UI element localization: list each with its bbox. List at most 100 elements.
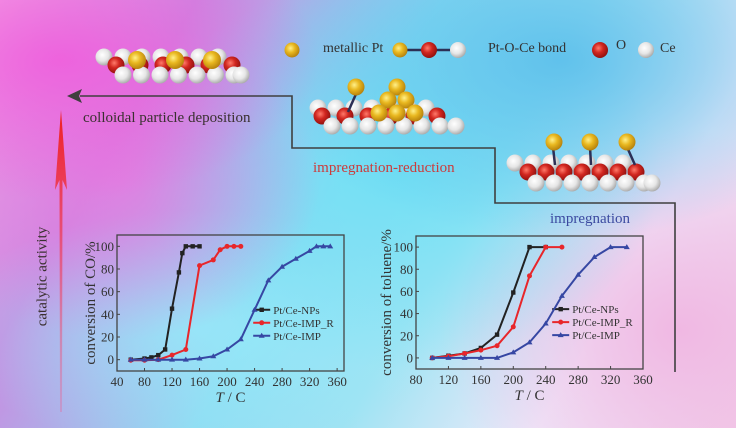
legend-marker [258, 332, 265, 338]
platinum-atom [370, 104, 388, 122]
route-arrowhead [67, 89, 82, 103]
cerium-atom [232, 66, 250, 84]
legend-bond-label: Pt-O-Ce bond [488, 41, 567, 56]
data-point [210, 353, 217, 359]
data-point [429, 354, 436, 360]
x-tick-label: 280 [568, 372, 588, 387]
cerium-atom [638, 42, 654, 58]
catalytic-activity-arrow [55, 110, 67, 412]
data-point [217, 247, 223, 253]
data-point [494, 332, 500, 337]
x-tick-label: 240 [245, 374, 265, 389]
platinum-atom [166, 51, 184, 69]
x-tick-label: 200 [217, 374, 237, 389]
data-point [190, 244, 195, 249]
y-tick-label: 0 [407, 350, 414, 365]
y-axis-label: conversion of CO/% [83, 241, 99, 364]
cerium-atom [114, 66, 132, 84]
legend-label: Pt/Ce-IMP [273, 331, 321, 343]
data-point [183, 346, 189, 352]
data-point [607, 244, 614, 250]
y-tick-label: 100 [95, 239, 115, 254]
y-tick-label: 40 [400, 306, 413, 321]
cerium-atom [377, 117, 395, 135]
x-tick-label: 240 [536, 372, 556, 387]
legend-marker [259, 320, 265, 326]
data-point [313, 243, 320, 249]
x-tick-label: 280 [272, 374, 292, 389]
platinum-atom [388, 78, 406, 96]
y-tick-label: 0 [108, 352, 115, 367]
data-point [155, 356, 162, 362]
y-tick-label: 40 [101, 307, 114, 322]
cerium-atom [643, 174, 661, 192]
impregnation-reduction-label: impregnation-reduction [313, 160, 455, 176]
cerium-atom [431, 117, 449, 135]
series-line-pt-ce-imp-r [432, 246, 562, 359]
data-point [511, 290, 516, 295]
oxygen-atom [421, 42, 437, 58]
x-tick-label: 360 [633, 372, 653, 387]
cerium-atom [545, 174, 563, 192]
data-point [183, 244, 188, 249]
x-tick-label: 320 [300, 374, 320, 389]
cerium-atom [527, 174, 545, 192]
cerium-atom [188, 66, 206, 84]
data-point [494, 354, 501, 360]
data-point [461, 354, 468, 360]
x-tick-label: 120 [162, 374, 182, 389]
data-point [176, 270, 182, 275]
cerium-atom [207, 66, 224, 84]
data-point [559, 244, 565, 250]
data-point [542, 320, 549, 326]
data-point [591, 254, 598, 260]
legend-marker [259, 307, 264, 312]
platinum-atom [392, 42, 408, 58]
data-point [292, 255, 299, 261]
y-tick-label: 80 [400, 262, 413, 277]
data-point [251, 306, 258, 312]
oxygen-atom [592, 42, 608, 58]
synthesis-route-line [80, 95, 676, 372]
x-tick-label: 160 [471, 372, 491, 387]
data-point [279, 263, 286, 269]
data-point [182, 356, 189, 362]
data-point [462, 350, 468, 356]
cerium-atom [581, 174, 599, 192]
data-point [445, 354, 452, 360]
data-point [623, 244, 630, 250]
cerium-atom [170, 66, 187, 84]
x-tick-label: 320 [601, 372, 621, 387]
data-point [169, 356, 176, 362]
cerium-atom [133, 66, 150, 84]
data-point [141, 356, 148, 362]
data-point [526, 339, 533, 345]
x-axis-label: T / C [215, 390, 245, 406]
legend-marker [558, 319, 564, 325]
data-point [127, 356, 134, 362]
data-point [477, 354, 484, 360]
data-point [306, 247, 313, 253]
platinum-atom [406, 104, 424, 122]
legend-label: Pt/Ce-IMP_R [273, 318, 334, 330]
data-point [237, 336, 244, 342]
platinum-atom [581, 133, 599, 151]
x-tick-label: 120 [439, 372, 459, 387]
cerium-atom [395, 117, 413, 135]
legend-oxygen-label: O [616, 38, 627, 53]
atom-models [95, 42, 661, 192]
platinum-atom [545, 133, 563, 151]
data-point [169, 352, 175, 358]
data-point [231, 243, 237, 249]
x-tick-label: 40 [111, 374, 124, 389]
data-point [224, 243, 230, 249]
data-point [558, 292, 565, 298]
data-point [162, 347, 168, 352]
legend-cerium-label: Ce [660, 41, 676, 56]
legend-metallic-pt-label: metallic Pt [323, 41, 384, 56]
y-axis-label: conversion of toluene/% [379, 229, 395, 376]
plot-frame [116, 234, 345, 372]
y-tick-label: 20 [101, 330, 114, 345]
